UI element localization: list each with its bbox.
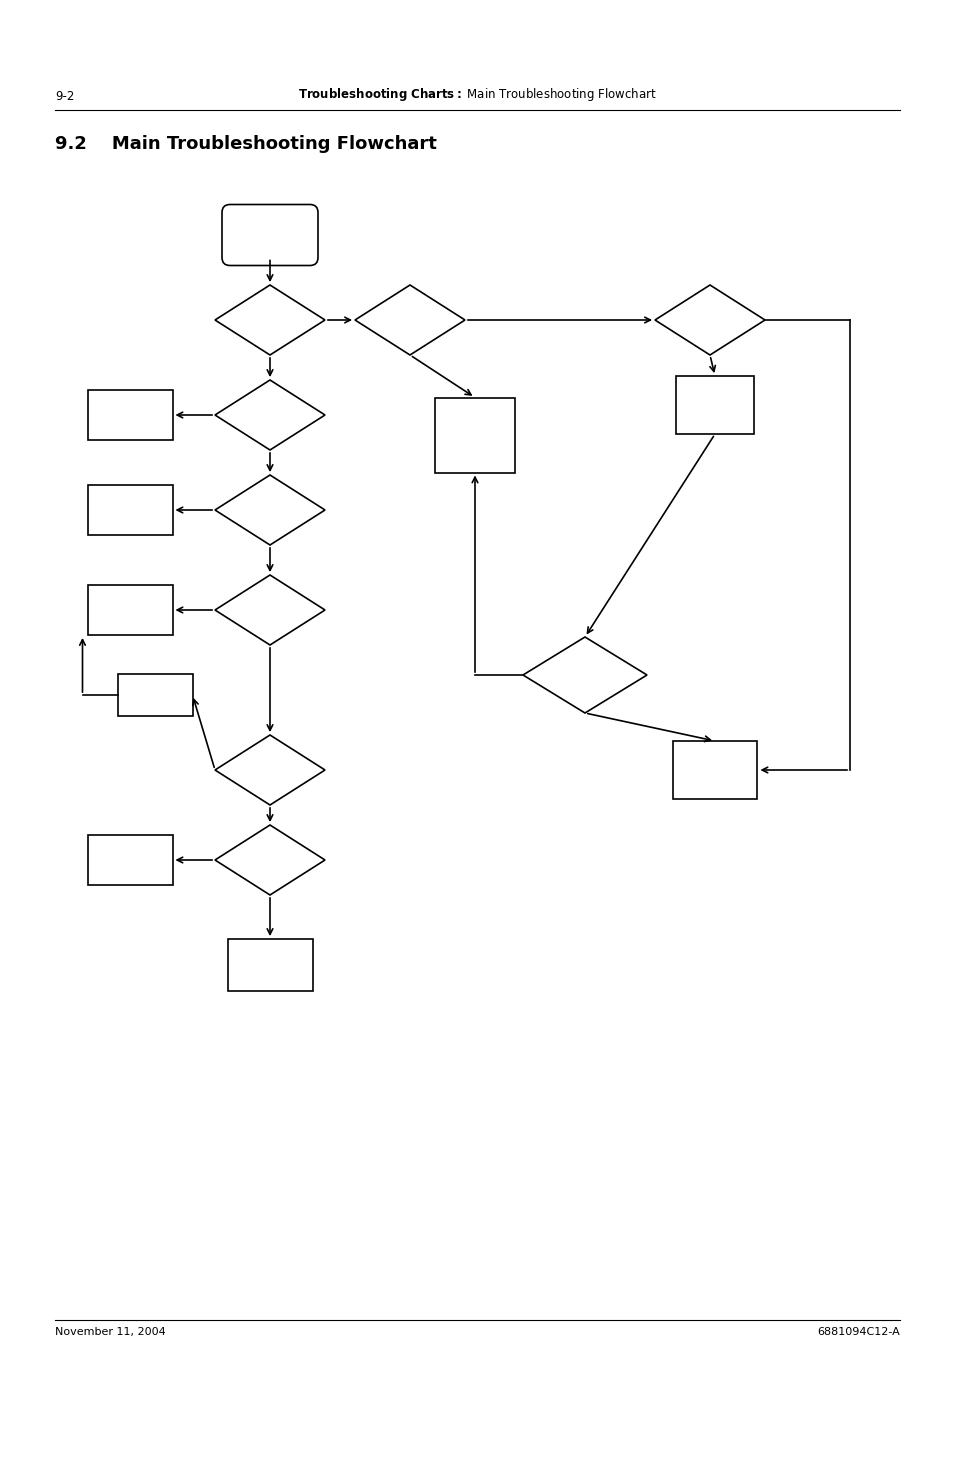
- FancyBboxPatch shape: [435, 397, 515, 472]
- Text: November 11, 2004: November 11, 2004: [55, 1328, 166, 1336]
- Text: 9-2: 9-2: [55, 90, 74, 103]
- FancyBboxPatch shape: [88, 835, 172, 885]
- Polygon shape: [214, 475, 325, 544]
- Polygon shape: [214, 381, 325, 450]
- Polygon shape: [355, 285, 464, 355]
- Polygon shape: [214, 825, 325, 895]
- Text: 6881094C12-A: 6881094C12-A: [817, 1328, 899, 1336]
- Text: $\bf{Troubleshooting\ Charts:}$ Main Troubleshooting Flowchart: $\bf{Troubleshooting\ Charts:}$ Main Tro…: [297, 86, 656, 103]
- FancyBboxPatch shape: [88, 485, 172, 535]
- Polygon shape: [214, 285, 325, 355]
- FancyBboxPatch shape: [88, 586, 172, 636]
- Polygon shape: [522, 637, 646, 712]
- Polygon shape: [214, 735, 325, 805]
- FancyBboxPatch shape: [88, 389, 172, 440]
- FancyBboxPatch shape: [676, 376, 753, 434]
- FancyBboxPatch shape: [227, 940, 313, 991]
- Polygon shape: [214, 575, 325, 645]
- FancyBboxPatch shape: [672, 740, 757, 799]
- FancyBboxPatch shape: [117, 674, 193, 715]
- FancyBboxPatch shape: [222, 205, 317, 266]
- Polygon shape: [655, 285, 764, 355]
- Text: 9.2    Main Troubleshooting Flowchart: 9.2 Main Troubleshooting Flowchart: [55, 136, 436, 153]
